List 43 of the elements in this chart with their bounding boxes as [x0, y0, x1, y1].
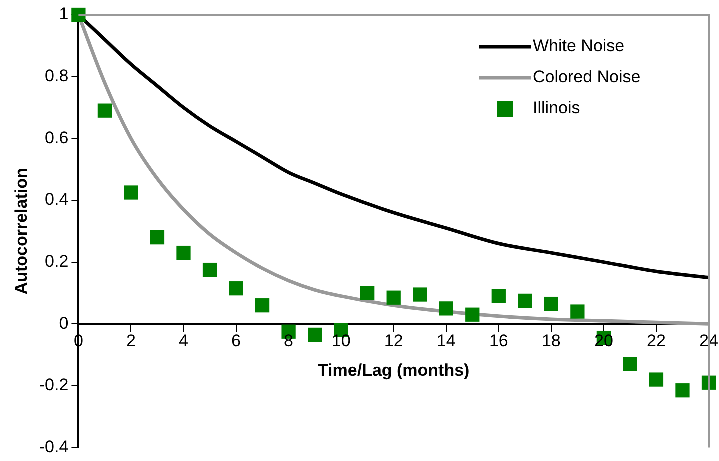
point — [570, 304, 585, 319]
x-tick-label: 12 — [384, 331, 404, 350]
legend-label: White Noise — [533, 36, 625, 56]
point — [229, 282, 244, 296]
x-tick-label: 18 — [542, 331, 561, 350]
legend-label: Illinois — [533, 98, 580, 118]
point — [308, 328, 322, 342]
point — [386, 290, 401, 305]
point — [623, 357, 638, 372]
point — [98, 104, 112, 118]
y-axis-title: Autocorrelation — [12, 168, 31, 295]
point — [360, 286, 375, 300]
x-tick-label: 16 — [489, 331, 508, 350]
point — [544, 296, 558, 312]
y-tick-label: 0 — [59, 314, 69, 333]
y-tick-label: 0.4 — [45, 190, 69, 210]
point — [176, 246, 191, 260]
y-tick-label: -0.4 — [39, 437, 69, 456]
x-tick-label: 22 — [647, 331, 666, 350]
point — [439, 302, 454, 316]
point — [72, 8, 86, 22]
point — [255, 298, 270, 313]
y-tick-label: 1 — [59, 4, 69, 24]
x-tick-label: 2 — [126, 331, 136, 350]
point — [124, 186, 138, 200]
x-tick-label: 14 — [436, 331, 456, 350]
y-tick-label: -0.2 — [39, 376, 69, 395]
point — [676, 384, 690, 398]
point — [202, 262, 218, 278]
x-tick-label: 4 — [179, 331, 188, 350]
legend-label: Colored Noise — [533, 68, 641, 87]
y-tick-label: 0.8 — [45, 66, 69, 86]
point — [150, 230, 165, 245]
x-axis-title: Time/Lag (months) — [318, 361, 470, 380]
point — [518, 294, 532, 308]
y-tick-label: 0.2 — [45, 252, 69, 271]
point — [492, 289, 506, 304]
x-tick-label: 6 — [232, 331, 242, 350]
x-tick-label: 24 — [700, 331, 718, 350]
y-tick-label: 0.6 — [45, 128, 69, 148]
point — [413, 288, 428, 302]
point — [466, 308, 480, 322]
point — [649, 372, 664, 387]
